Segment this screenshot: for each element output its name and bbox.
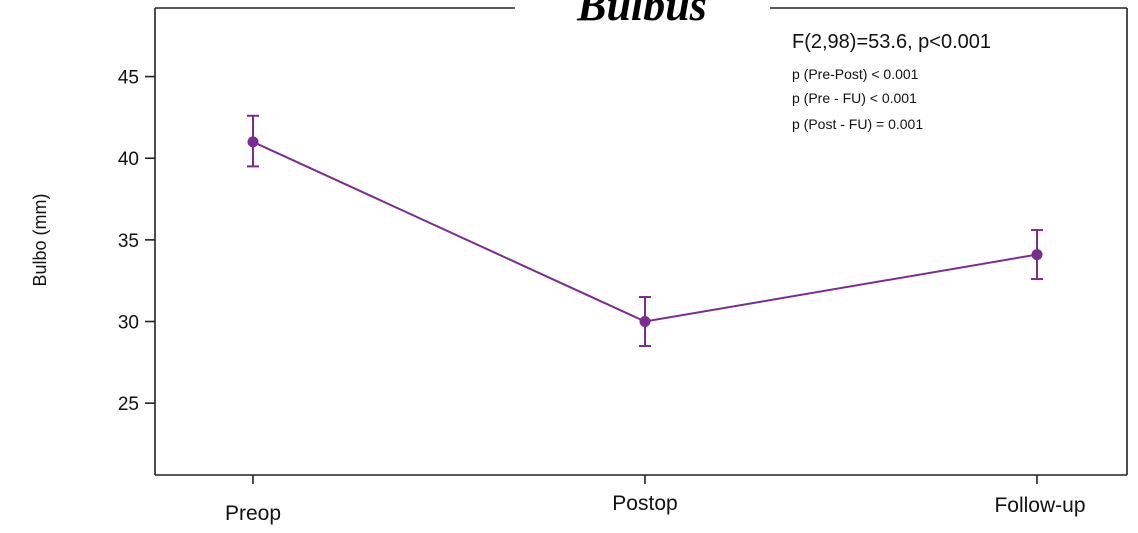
series-line-group [247,114,1043,348]
x-tick-label: Follow-up [994,494,1085,517]
plot-frame [154,7,1128,476]
y-tick-label: 25 [118,394,139,415]
data-point [247,136,259,148]
y-axis-ticks: 25 30 35 40 45 [118,68,155,415]
anova-annotation: F(2,98)=53.6, p<0.001 [792,31,991,53]
pvalue-annotation-post-fu: p (Post - FU) = 0.001 [792,116,923,132]
y-tick-label: 35 [118,231,139,252]
chart-title: Bulbus [576,0,707,30]
y-tick-label: 45 [118,68,139,89]
pvalue-annotation-pre-post: p (Pre-Post) < 0.001 [792,66,919,82]
x-tick-label: Preop [225,502,281,525]
x-tick-label: Postop [612,492,677,515]
y-tick-label: 30 [118,313,139,334]
data-point [1031,249,1043,261]
x-axis-ticks: Preop Postop Follow-up [225,475,1086,525]
data-point [639,316,651,328]
y-tick-label: 40 [118,149,139,170]
series-line [252,140,1038,323]
pvalue-annotation-pre-fu: p (Pre - FU) < 0.001 [792,90,917,106]
y-axis-label: Bulbo (mm) [30,193,50,286]
